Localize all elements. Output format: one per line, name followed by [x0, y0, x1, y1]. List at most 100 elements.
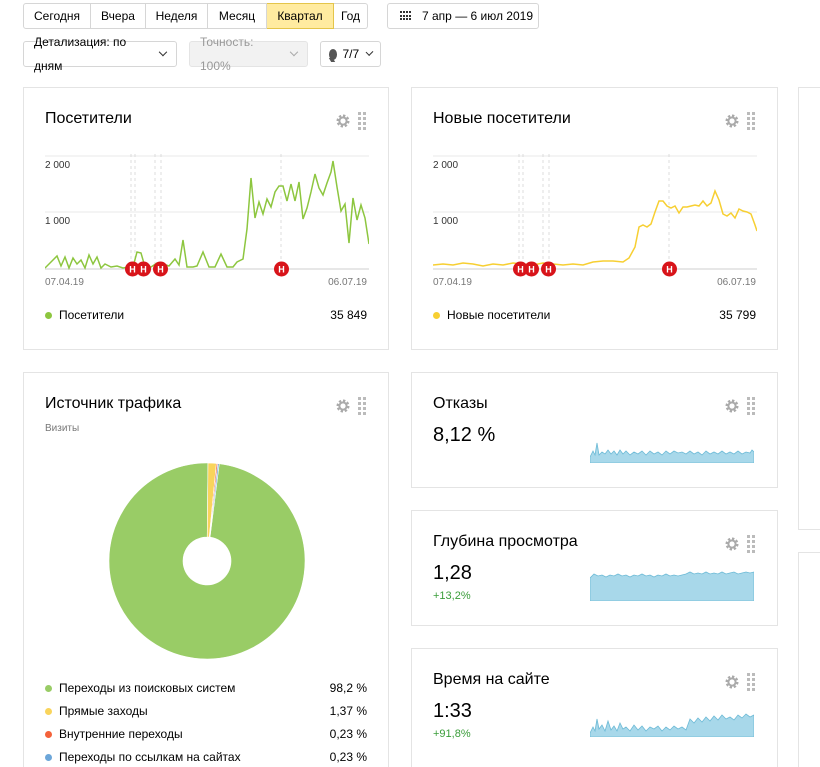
donut-slice[interactable] [108, 462, 306, 660]
traffic-source-widget: Источник трафика Визиты Переходы из поис… [23, 372, 389, 767]
drag-handle-icon[interactable] [747, 112, 755, 130]
legend-dot [45, 753, 52, 761]
drag-handle-icon[interactable] [358, 397, 366, 415]
gear-icon[interactable] [724, 536, 740, 552]
y-tick-label: 1 000 [433, 216, 459, 227]
period-month-button[interactable]: Месяц [208, 3, 267, 29]
legend-row: Переходы из поисковых систем 98,2 % [45, 681, 367, 695]
gear-icon[interactable] [335, 113, 351, 129]
note-marker[interactable]: Н [512, 261, 532, 278]
widget-tools [724, 112, 755, 130]
sparkline [590, 442, 754, 463]
period-today-button[interactable]: Сегодня [23, 3, 91, 29]
donut-slice[interactable] [209, 463, 220, 538]
period-yesterday-button[interactable]: Вчера [91, 3, 146, 29]
note-marker[interactable]: Н [523, 261, 543, 278]
drag-handle-icon[interactable] [747, 673, 755, 691]
legend-row: Посетители 35 849 [45, 308, 367, 322]
page-depth-widget: Глубина просмотра 1,28 +13,2% [411, 510, 778, 626]
note-marker-label: Н [278, 265, 285, 275]
accuracy-dropdown: Точность: 100% [189, 35, 308, 73]
legend-label: Внутренние переходы [59, 727, 183, 741]
legend-dot [45, 707, 52, 715]
metric-value: 1:33 [433, 700, 472, 722]
notes-dropdown[interactable]: 7/7 [320, 41, 381, 67]
period-selector: Сегодня Вчера Неделя Месяц Квартал Год [23, 3, 368, 29]
widget-title: Источник трафика [45, 395, 182, 412]
widget-tools [724, 535, 755, 553]
legend-row: Новые посетители 35 799 [433, 308, 756, 322]
x-axis-end: 06.07.19 [717, 277, 756, 288]
note-marker[interactable]: Н [135, 261, 155, 278]
note-marker-label: Н [666, 265, 673, 275]
widget-subtitle: Визиты [45, 423, 80, 434]
note-marker[interactable]: Н [124, 261, 144, 278]
chevron-down-icon [158, 47, 168, 57]
calendar-icon [400, 11, 412, 21]
legend-value: 0,23 % [329, 750, 367, 764]
legend-label: Переходы из поисковых систем [59, 681, 236, 695]
widget-tools [724, 397, 755, 415]
drag-handle-icon[interactable] [747, 397, 755, 415]
legend-dot [45, 684, 52, 692]
legend-dot [45, 730, 52, 738]
note-marker[interactable]: Н [540, 261, 560, 278]
chevron-down-icon [289, 47, 299, 57]
period-week-button[interactable]: Неделя [146, 3, 208, 29]
gear-icon[interactable] [335, 398, 351, 414]
comment-icon [329, 48, 338, 60]
y-tick-label: 1 000 [45, 216, 71, 227]
gear-icon[interactable] [724, 113, 740, 129]
partial-widget [798, 552, 820, 767]
detail-dropdown[interactable]: Детализация: по дням [23, 35, 177, 73]
drag-handle-icon[interactable] [747, 535, 755, 553]
metric-delta: +91,8% [433, 728, 471, 740]
x-axis-start: 07.04.19 [45, 277, 84, 288]
legend-dot [433, 311, 440, 319]
note-marker-label: Н [528, 265, 535, 275]
widget-title: Отказы [433, 395, 488, 412]
widget-tools [724, 673, 755, 691]
x-axis-start: 07.04.19 [433, 277, 472, 288]
metric-value: 8,12 % [433, 424, 496, 446]
widget-title: Время на сайте [433, 671, 550, 688]
sparkline [590, 713, 754, 737]
date-range-picker[interactable]: 7 апр — 6 июл 2019 [387, 3, 539, 29]
bounce-rate-widget: Отказы 8,12 % [411, 372, 778, 488]
y-tick-label: 2 000 [45, 160, 71, 171]
legend-value: 35 799 [719, 308, 756, 322]
widget-title: Посетители [45, 110, 132, 127]
legend-dot [45, 311, 52, 319]
note-marker[interactable]: Н [661, 261, 681, 278]
visitors-widget: Посетители 2 000 1 000 07.04.19 06.07.19… [23, 87, 389, 350]
legend-label: Посетители [59, 308, 125, 322]
metric-delta: +13,2% [433, 590, 471, 602]
notes-dropdown-label: 7/7 [342, 47, 360, 61]
widget-tools [335, 112, 366, 130]
note-marker[interactable]: Н [152, 261, 172, 278]
legend-label: Прямые заходы [59, 704, 148, 718]
period-quarter-button[interactable]: Квартал [267, 3, 334, 29]
date-range-label: 7 апр — 6 июл 2019 [422, 9, 533, 23]
widget-title: Глубина просмотра [433, 533, 578, 550]
legend-row: Переходы по ссылкам на сайтах 0,23 % [45, 750, 367, 764]
legend-value: 0,23 % [329, 727, 367, 741]
drag-handle-icon[interactable] [358, 112, 366, 130]
note-marker[interactable]: Н [273, 261, 293, 278]
widget-title: Новые посетители [433, 110, 571, 127]
time-on-site-widget: Время на сайте 1:33 +91,8% [411, 648, 778, 767]
period-year-button[interactable]: Год [334, 3, 368, 29]
note-marker-label: Н [157, 265, 164, 275]
note-marker-label: Н [140, 265, 147, 275]
legend-row: Внутренние переходы 0,23 % [45, 727, 367, 741]
detail-dropdown-label: Детализация: по дням [34, 35, 127, 73]
partial-widget [798, 87, 820, 530]
legend-value: 1,37 % [329, 704, 367, 718]
gear-icon[interactable] [724, 674, 740, 690]
legend-label: Переходы по ссылкам на сайтах [59, 750, 241, 764]
gear-icon[interactable] [724, 398, 740, 414]
legend-value: 35 849 [330, 308, 367, 322]
chevron-down-icon [365, 48, 374, 56]
y-tick-label: 2 000 [433, 160, 459, 171]
legend-value: 98,2 % [329, 681, 367, 695]
